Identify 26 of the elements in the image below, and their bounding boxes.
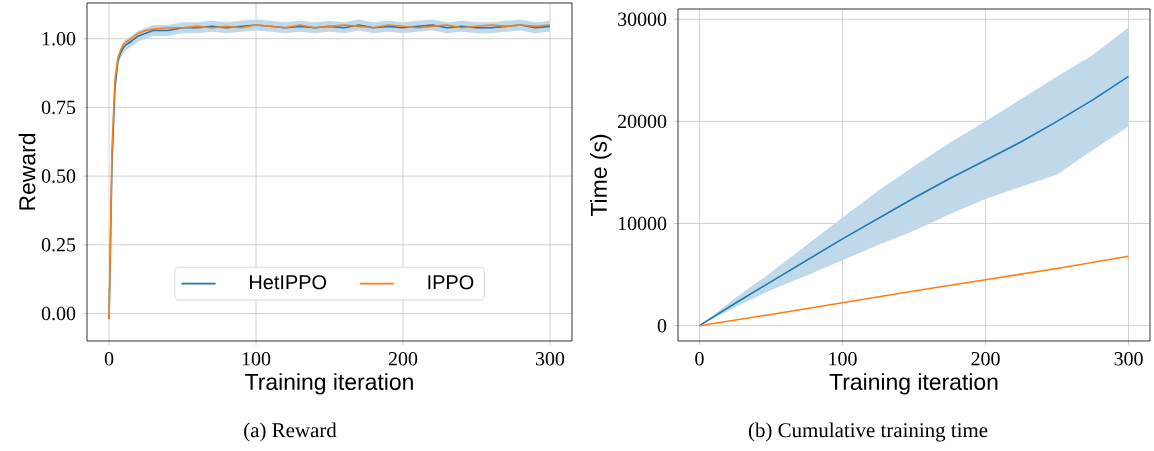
y-tick-label: 20000	[618, 114, 667, 129]
x-axis-title: Training iteration	[829, 373, 998, 395]
y-tick-label: 0	[657, 318, 667, 333]
y-axis-title: Time (s)	[590, 134, 612, 217]
x-tick-label: 200	[388, 352, 418, 366]
x-tick-label: 0	[104, 352, 114, 366]
x-tick-label: 300	[1114, 352, 1143, 366]
y-tick-label: 0.00	[41, 306, 76, 321]
text: (b) Cumulative training time	[748, 422, 988, 442]
y-tick-label: 0.25	[41, 238, 76, 252]
legend-label: IPPO	[428, 275, 474, 290]
line-series	[698, 255, 1130, 327]
y-tick-label: 10000	[618, 216, 667, 231]
y-tick-label: 30000	[618, 12, 667, 26]
x-tick-label: 200	[971, 352, 1000, 366]
x-tick-label: 0	[695, 352, 704, 366]
x-tick-label: 300	[535, 352, 565, 366]
y-tick-label: 1.00	[42, 31, 76, 46]
x-tick-label: 100	[242, 352, 271, 366]
y-axis-title: Reward	[18, 134, 36, 210]
legend-label: HetIPPO	[250, 275, 327, 290]
x-tick-label: 100	[829, 352, 857, 366]
y-tick-label: 0.75	[41, 100, 76, 115]
x-axis-title: Training iteration	[245, 373, 413, 395]
y-tick-label: 0.50	[41, 169, 76, 183]
text: (a) Reward	[244, 422, 337, 442]
